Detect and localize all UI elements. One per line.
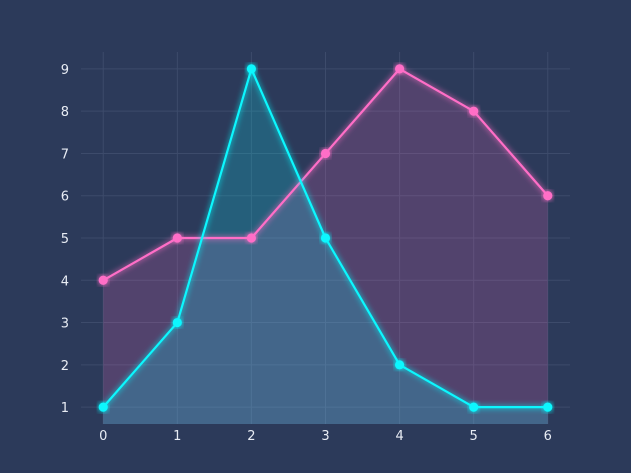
y-tick-label: 6: [61, 190, 69, 205]
series-1-point: [172, 233, 182, 243]
y-axis-ticks: 1 2 3 4 5 6 7 8 9: [61, 63, 69, 416]
series-1-point: [469, 106, 479, 116]
x-tick-label: 6: [544, 429, 552, 444]
y-tick-label: 8: [61, 105, 69, 120]
x-tick-label: 0: [99, 429, 107, 444]
x-tick-label: 2: [247, 429, 255, 444]
y-tick-label: 2: [61, 359, 69, 374]
y-tick-label: 9: [61, 63, 69, 78]
x-tick-label: 1: [173, 429, 181, 444]
x-tick-label: 3: [321, 429, 329, 444]
x-tick-label: 4: [395, 429, 403, 444]
series-2-point: [469, 402, 479, 412]
series-2-point: [246, 64, 257, 74]
series-2-point: [394, 360, 405, 370]
series-2-point: [172, 317, 182, 328]
series-2-area: [103, 68, 548, 424]
series-areas: [103, 68, 548, 424]
x-axis-ticks: 0 1 2 3 4 5 6: [99, 429, 552, 444]
series-1-area: [103, 68, 548, 424]
series-2-point: [98, 402, 108, 412]
series-1-point: [394, 64, 405, 74]
series-2-point: [320, 233, 331, 243]
y-tick-label: 7: [61, 147, 69, 162]
y-tick-label: 4: [61, 274, 69, 289]
series-1-point: [543, 191, 553, 201]
y-tick-label: 1: [61, 401, 69, 416]
y-tick-label: 5: [61, 232, 69, 247]
series-points: [98, 64, 553, 412]
x-tick-label: 5: [470, 429, 478, 444]
series-2-point: [543, 402, 553, 412]
series-1-point: [98, 275, 108, 285]
series-1-point: [320, 148, 331, 159]
y-tick-label: 3: [61, 317, 69, 332]
series-1-point: [246, 233, 257, 243]
